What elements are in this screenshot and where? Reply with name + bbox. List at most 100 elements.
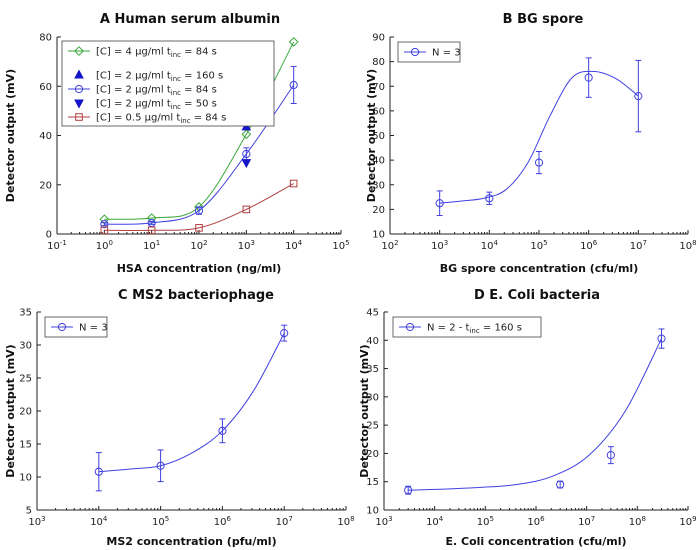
chart-title: C MS2 bacteriophage [118,288,274,303]
data-point [404,486,413,495]
x-tick-label: 105 [152,515,169,528]
x-tick-label: 106 [527,515,545,528]
data-point [534,158,544,167]
y-tick-label: 40 [366,336,379,347]
data-point [485,194,494,203]
x-tick-label: 106 [214,515,232,528]
x-tick-label: 102 [381,239,398,252]
y-tick-label: 30 [19,341,32,352]
chart-panel-c: 5 10 15 20 25 30 35 103 104 105 106 107 108 C MS2 bac… [4,288,355,548]
x-tick-label: 103 [238,239,255,252]
chart-panel-d: 10 15 20 25 30 35 40 45 103 104 105 106 107 108 109 D E… [358,288,697,548]
y-tick-label: 80 [39,33,52,44]
x-tick-label: 109 [679,515,696,528]
x-tick-label: 105 [332,239,349,252]
x-tick-label: 108 [337,515,354,528]
data-point [556,480,565,489]
legend-item: [C] = 2 μg/ml tinc = 84 s [68,84,217,98]
data-point [242,149,251,159]
y-tick-label: 15 [19,440,32,451]
x-tick-label: 108 [679,239,696,252]
data-point [100,226,109,235]
chart-title: B BG spore [503,12,584,27]
x-tick-label: 104 [285,239,303,252]
data-point [606,451,615,460]
x-tick-label: 107 [276,515,293,528]
legend-item: [C] = 0.5 μg/ml tinc = 84 s [68,113,226,126]
legend-label: [C] = 2 μg/ml tinc = 50 s [96,99,217,112]
y-axis-label: Detector output (mV) [358,344,371,477]
data-point [288,37,299,47]
x-axis-label: E. Coli concentration (cfu/ml) [445,535,626,548]
data-point [241,159,252,169]
x-tick-label: 104 [481,239,499,252]
legend-marker [74,84,84,94]
x-axis-label: MS2 concentration (pfu/ml) [106,535,276,548]
data-point [657,334,666,343]
data-point [584,73,593,82]
legend-marker [75,113,83,121]
y-axis-label: Detector output (mV) [365,69,378,202]
x-tick-label: 100 [96,239,113,252]
x-axis-label: BG spore concentration (cfu/ml) [440,262,638,275]
legend-box [61,40,275,127]
data-point [100,220,109,229]
y-tick-label: 60 [372,106,385,117]
legend-label: [C] = 2 μg/ml tinc = 160 s [96,71,223,84]
legend-item: N = 2 - tinc = 160 s [399,322,522,336]
data-point [241,129,252,140]
x-tick-label: 108 [629,515,646,528]
data-point [147,226,156,235]
legend-label: [C] = 2 μg/ml tinc = 84 s [96,85,217,98]
data-point [435,199,444,208]
legend: [C] = 4 μg/ml tinc = 84 s [C] = 2 μg/ml t… [61,40,275,127]
x-tick-label: 10-1 [47,239,67,252]
series-0 [94,324,289,492]
data-point [94,467,103,476]
y-tick-label: 60 [39,82,52,93]
series-line [104,183,294,231]
series-0 [404,328,666,495]
data-point [289,179,298,188]
x-tick-label: 104 [426,515,444,528]
x-tick-label: 102 [190,239,207,252]
y-tick-label: 10 [366,506,379,517]
legend-label: [C] = 0.5 μg/ml tinc = 84 s [96,113,226,126]
y-tick-label: 20 [19,407,32,418]
x-tick-label: 103 [28,515,45,528]
series-4 [100,179,298,235]
y-axis-label: Detector output (mV) [4,344,17,477]
data-point [634,92,643,101]
y-tick-label: 30 [366,392,379,403]
data-point [280,329,289,338]
y-tick-label: 0 [46,230,52,241]
chart-panel-b: 10 20 30 40 50 60 70 80 90 102 103 104 105 106 107 108 B… [365,12,697,275]
legend-marker [74,69,84,79]
y-tick-label: 80 [372,57,385,68]
x-tick-label: 103 [431,239,448,252]
y-tick-label: 20 [372,205,385,216]
legend-marker [405,322,415,332]
legend-marker [74,99,84,109]
legend-label: N = 2 - tinc = 160 s [427,323,522,336]
series-line [439,70,639,204]
legend-box [392,316,542,338]
legend-item: [C] = 2 μg/ml tinc = 160 s [74,69,223,84]
legend-label: [C] = 4 μg/ml tinc = 84 s [96,47,217,60]
legend-marker [74,46,84,56]
y-tick-label: 35 [366,364,379,375]
y-tick-label: 40 [372,156,385,167]
y-tick-label: 20 [366,449,379,460]
x-tick-label: 103 [375,515,392,528]
data-point [195,224,203,232]
legend: N = 3 [397,41,461,63]
y-tick-label: 90 [372,33,385,44]
data-point [194,206,204,215]
y-tick-label: 10 [372,230,385,241]
chart-panel-a: 0 20 40 60 80 10-1 100 101 102 103 104 105 A Human s… [4,12,350,275]
y-axis-label: Detector output (mV) [4,69,17,202]
x-tick-label: 105 [530,239,547,252]
legend-box [397,41,461,63]
y-tick-label: 10 [19,473,32,484]
